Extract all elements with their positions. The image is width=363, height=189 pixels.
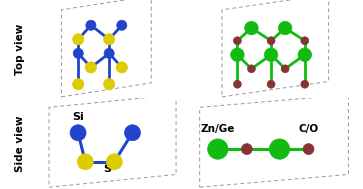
- Circle shape: [73, 79, 84, 90]
- Text: Si: Si: [72, 112, 84, 122]
- Circle shape: [117, 20, 127, 30]
- Circle shape: [85, 62, 97, 73]
- Circle shape: [267, 80, 275, 88]
- Circle shape: [208, 139, 228, 159]
- Circle shape: [103, 34, 115, 45]
- Circle shape: [86, 20, 96, 30]
- Circle shape: [77, 154, 93, 170]
- Circle shape: [116, 62, 127, 73]
- Circle shape: [298, 48, 311, 61]
- Circle shape: [303, 144, 314, 155]
- Circle shape: [73, 48, 83, 58]
- Text: Side view: Side view: [15, 115, 25, 172]
- Text: C/O: C/O: [298, 124, 319, 134]
- Circle shape: [301, 37, 309, 45]
- Circle shape: [267, 37, 275, 45]
- Text: Zn/Ge: Zn/Ge: [201, 124, 235, 134]
- Circle shape: [281, 65, 289, 73]
- Circle shape: [231, 48, 244, 61]
- Circle shape: [70, 125, 86, 141]
- Circle shape: [301, 80, 309, 88]
- Circle shape: [269, 139, 290, 159]
- Circle shape: [245, 21, 258, 35]
- Circle shape: [73, 34, 84, 45]
- Circle shape: [264, 48, 278, 61]
- Circle shape: [278, 21, 292, 35]
- Circle shape: [248, 65, 255, 73]
- Circle shape: [241, 144, 252, 155]
- Circle shape: [233, 80, 241, 88]
- Text: Top view: Top view: [15, 23, 25, 75]
- Text: S: S: [103, 164, 111, 174]
- Circle shape: [125, 125, 140, 141]
- Circle shape: [106, 154, 122, 170]
- Circle shape: [103, 79, 115, 90]
- Circle shape: [104, 48, 114, 58]
- Circle shape: [233, 37, 241, 45]
